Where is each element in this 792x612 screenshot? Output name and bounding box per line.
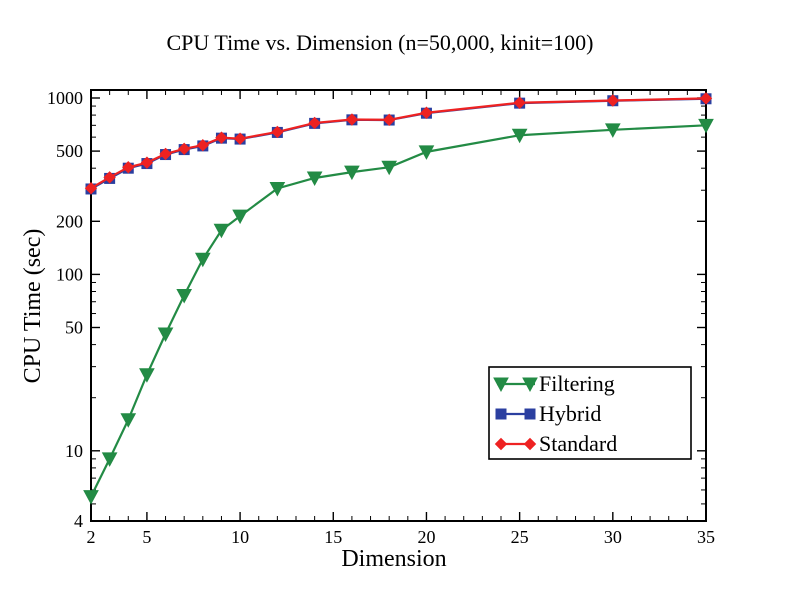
- data-point-standard: [177, 142, 191, 156]
- x-tick-label: 5: [142, 527, 151, 547]
- legend-marker: [495, 408, 507, 420]
- data-point-filtering: [101, 452, 118, 467]
- data-point-standard: [196, 138, 210, 152]
- y-tick-label: 10: [65, 441, 83, 461]
- x-tick-label: 30: [604, 527, 622, 547]
- data-point-standard: [308, 116, 321, 130]
- x-tick-label: 15: [324, 527, 342, 547]
- y-tick-label: 500: [56, 141, 83, 161]
- data-point-standard: [513, 96, 526, 109]
- legend-marker: [523, 437, 537, 451]
- data-point-standard: [699, 92, 713, 105]
- data-point-filtering: [698, 118, 714, 134]
- data-point-standard: [606, 94, 620, 107]
- data-point-filtering: [306, 171, 323, 187]
- series-standard: [84, 92, 713, 195]
- series-filtering: [83, 118, 714, 505]
- data-point-standard: [382, 113, 396, 127]
- data-point-filtering: [269, 182, 286, 197]
- y-tick-label: 1000: [47, 88, 83, 108]
- x-tick-label: 2: [87, 527, 96, 547]
- chart-title: CPU Time vs. Dimension (n=50,000, kinit=…: [167, 30, 594, 55]
- legend-marker: [494, 437, 508, 451]
- plot-frame: [90, 89, 707, 522]
- data-point-standard: [271, 125, 284, 139]
- data-point-filtering: [120, 413, 137, 428]
- data-point-filtering: [344, 165, 360, 181]
- legend-entry-hybrid: Hybrid: [495, 401, 601, 426]
- series-layer: [83, 92, 714, 505]
- y-axis-label: CPU Time (sec): [20, 229, 46, 384]
- data-point-filtering: [418, 145, 435, 160]
- data-point-filtering: [176, 288, 193, 304]
- legend: Filtering Hybrid Standard: [493, 371, 617, 456]
- data-point-standard: [103, 171, 116, 184]
- x-tick-label: 10: [231, 527, 249, 547]
- data-point-filtering: [194, 252, 211, 268]
- y-tick-label: 200: [56, 211, 83, 231]
- series-line-standard: [90, 97, 707, 190]
- x-tick-label: 20: [417, 527, 435, 547]
- data-point-standard: [140, 156, 154, 169]
- data-point-filtering: [381, 160, 398, 176]
- x-tick-label: 35: [697, 527, 715, 547]
- data-point-standard: [159, 147, 172, 161]
- legend-label: Standard: [539, 431, 617, 456]
- data-point-filtering: [83, 490, 99, 505]
- legend-entry-filtering: Filtering: [493, 371, 615, 396]
- y-tick-label: 50: [65, 318, 83, 338]
- legend-marker: [493, 377, 509, 393]
- x-axis-label: Dimension: [341, 546, 446, 572]
- data-point-standard: [420, 106, 433, 119]
- legend-label: Filtering: [539, 371, 615, 396]
- legend-entry-standard: Standard: [494, 431, 617, 456]
- legend-marker: [522, 377, 538, 393]
- legend-label: Hybrid: [539, 401, 601, 426]
- data-point-filtering: [232, 209, 248, 225]
- legend-marker: [524, 408, 536, 420]
- data-point-filtering: [139, 368, 155, 383]
- data-point-filtering: [213, 223, 230, 239]
- data-point-filtering: [604, 123, 621, 138]
- y-tick-label: 4: [74, 511, 83, 531]
- data-point-standard: [345, 113, 359, 126]
- data-point-standard: [84, 182, 98, 195]
- data-point-filtering: [511, 128, 528, 144]
- x-tick-label: 25: [511, 527, 529, 547]
- data-point-standard: [233, 132, 247, 145]
- data-point-standard: [215, 131, 228, 144]
- data-point-filtering: [157, 327, 174, 342]
- series-hybrid: [85, 93, 712, 195]
- data-point-standard: [122, 161, 135, 174]
- y-tick-label: 100: [56, 264, 83, 284]
